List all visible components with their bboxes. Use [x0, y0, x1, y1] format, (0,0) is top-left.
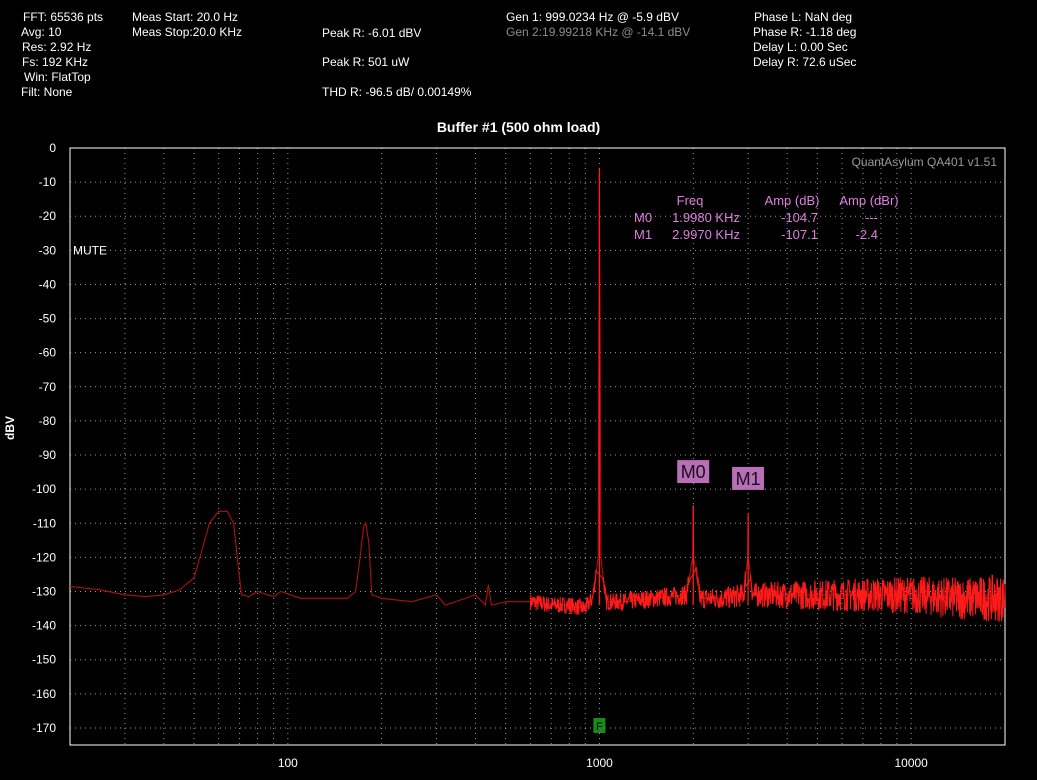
y-tick-label: -90 [39, 448, 57, 462]
marker-table-header: Freq [677, 193, 704, 208]
y-tick-label: -100 [32, 482, 56, 496]
readout-peak-power: Peak R: 501 uW [322, 55, 410, 69]
fundamental-marker-label: F [596, 721, 603, 733]
readout-fs: Fs: 192 KHz [22, 55, 89, 69]
readout-gen1: Gen 1: 999.0234 Hz @ -5.9 dBV [506, 10, 679, 24]
x-tick-label: 100 [278, 756, 298, 770]
marker-label: M1 [736, 469, 761, 489]
fundamental-marker: F [593, 718, 606, 733]
y-tick-labels: 0 -10 -20 -30 -40 -50 -60 -70 -80 -90 -100 -110 -120… [32, 141, 56, 735]
readout-fft: FFT: 65536 pts [23, 10, 104, 24]
readout-res: Res: 2.92 Hz [22, 40, 92, 54]
readout-gen2: Gen 2:19.99218 KHz @ -14.1 dBV [506, 25, 691, 39]
chart-title: Buffer #1 (500 ohm load) [436, 119, 601, 135]
marker-row-ampr: --- [865, 210, 878, 225]
marker-label: M0 [681, 462, 706, 482]
y-tick-label: -10 [39, 175, 57, 189]
spectrum-traces [69, 168, 1006, 622]
y-tick-label: -150 [32, 653, 56, 667]
readout-thd: THD R: -96.5 dB/ 0.00149% [322, 85, 472, 99]
y-tick-label: -40 [39, 277, 57, 291]
marker-label-box [677, 460, 710, 484]
y-tick-label: -80 [39, 414, 57, 428]
y-tick-label: -170 [32, 721, 56, 735]
y-tick-label: -60 [39, 346, 57, 360]
marker-row-freq: 1.9980 KHz [672, 210, 740, 225]
fundamental-marker-box [593, 718, 606, 733]
marker-row-amp: -104.7 [781, 210, 818, 225]
readout-meas-start: Meas Start: 20.0 Hz [132, 10, 239, 24]
readout-phase-r: Phase R: -1.18 deg [753, 25, 857, 39]
y-tick-label: 0 [49, 141, 56, 155]
readout-meas-stop: Meas Stop:20.0 KHz [132, 25, 243, 39]
y-tick-label: -160 [32, 687, 56, 701]
y-tick-label: -110 [33, 516, 56, 530]
x-tick-labels: 100 1000 10000 [278, 756, 928, 770]
readout-win: Win: FlatTop [24, 70, 91, 84]
marker-row-name: M1 [634, 227, 652, 242]
readout-avg: Avg: 10 [21, 25, 62, 39]
plot-frame [69, 147, 1006, 746]
y-tick-label: -50 [39, 312, 57, 326]
marker-labels: M0 M1 [677, 460, 765, 490]
chart-grid [70, 148, 1005, 745]
marker-table-header: Amp (dB) [765, 193, 820, 208]
readout-delay-l: Delay L: 0.00 Sec [753, 40, 848, 54]
readout-filt: Filt: None [21, 85, 73, 99]
y-tick-label: -130 [32, 584, 56, 598]
marker-table-header: Amp (dBr) [839, 193, 898, 208]
y-tick-label: -20 [39, 209, 57, 223]
x-tick-label: 10000 [894, 756, 928, 770]
marker-row-amp: -107.1 [781, 227, 818, 242]
readout-peak-dbv: Peak R: -6.01 dBV [322, 26, 422, 40]
readout-phase-l: Phase L: NaN deg [754, 10, 853, 24]
marker-row-freq: 2.9970 KHz [672, 227, 740, 242]
y-tick-label: -140 [32, 619, 56, 633]
mute-label: MUTE [73, 243, 107, 257]
trace-noise-floor [529, 566, 1006, 622]
readout-delay-r: Delay R: 72.6 uSec [753, 55, 857, 69]
y-tick-label: -70 [39, 380, 57, 394]
watermark-text: QuantAsylum QA401 v1.51 [852, 155, 998, 169]
marker-label-box [732, 466, 765, 490]
y-tick-label: -120 [32, 550, 56, 564]
y-tick-label: -30 [39, 243, 57, 257]
marker-row-ampr: -2.4 [856, 227, 878, 242]
marker-row-name: M0 [634, 210, 652, 225]
marker-table: Freq Amp (dB) Amp (dBr) M0 1.9980 KHz -104.7 -… [634, 193, 899, 242]
x-tick-label: 1000 [586, 756, 613, 770]
